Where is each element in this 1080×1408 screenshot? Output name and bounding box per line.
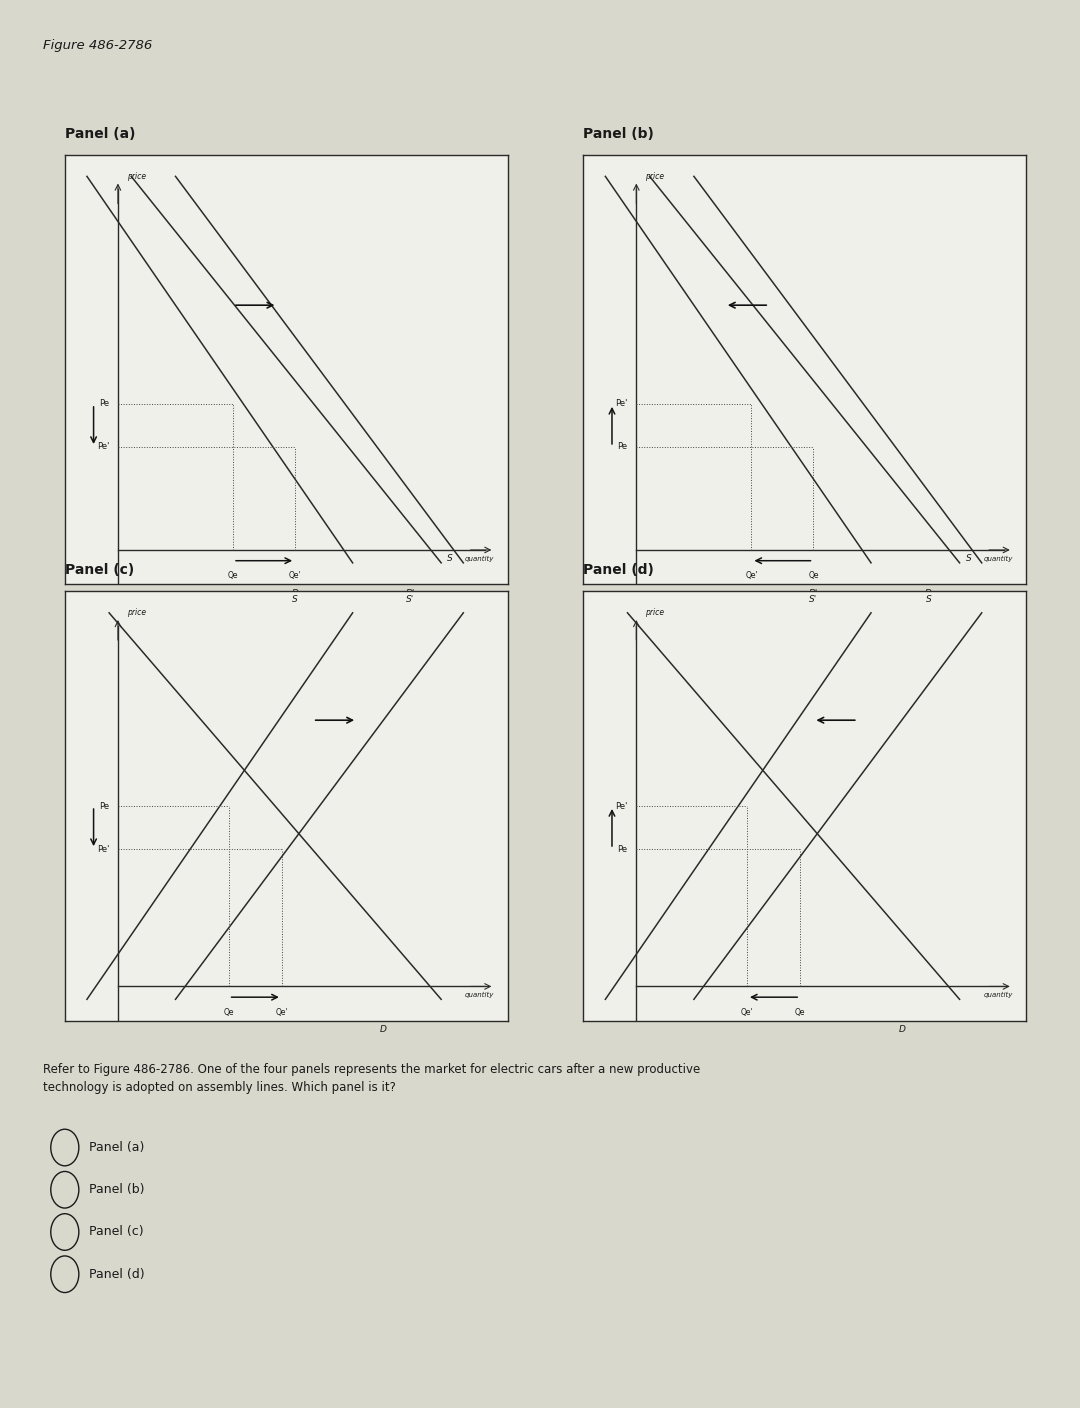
Text: Pe: Pe [99, 801, 109, 811]
Text: D: D [292, 589, 298, 597]
Text: D': D' [405, 589, 415, 597]
Text: S: S [293, 596, 298, 604]
Text: D: D [380, 1025, 387, 1033]
Text: Pe': Pe' [97, 845, 109, 853]
Text: Panel (a): Panel (a) [89, 1140, 144, 1155]
Text: Panel (d): Panel (d) [89, 1267, 145, 1281]
Text: Panel (c): Panel (c) [89, 1225, 144, 1239]
Text: Pe': Pe' [616, 400, 627, 408]
Text: quantity: quantity [984, 993, 1013, 998]
Text: D: D [899, 1025, 905, 1033]
Text: Panel (b): Panel (b) [583, 127, 654, 141]
Text: S: S [966, 553, 971, 563]
Text: Qe': Qe' [741, 1008, 754, 1017]
Text: Pe': Pe' [616, 801, 627, 811]
Text: D': D' [809, 589, 819, 597]
Text: quantity: quantity [465, 993, 495, 998]
Text: Pe: Pe [618, 442, 627, 452]
Text: price: price [126, 172, 146, 180]
Text: Qe': Qe' [275, 1008, 288, 1017]
Text: Qe: Qe [224, 1008, 234, 1017]
Text: Panel (c): Panel (c) [65, 563, 134, 577]
Text: Qe: Qe [808, 572, 819, 580]
Text: Qe': Qe' [745, 572, 758, 580]
Text: S': S' [809, 596, 818, 604]
Text: Figure 486-2786: Figure 486-2786 [43, 39, 152, 52]
Text: Panel (a): Panel (a) [65, 127, 135, 141]
Text: quantity: quantity [465, 556, 495, 562]
Text: S: S [926, 596, 931, 604]
Text: D: D [926, 589, 932, 597]
Text: Panel (d): Panel (d) [583, 563, 654, 577]
Text: Qe: Qe [228, 572, 239, 580]
Text: quantity: quantity [984, 556, 1013, 562]
Text: price: price [126, 608, 146, 617]
Text: S: S [447, 553, 453, 563]
Text: S': S' [406, 596, 415, 604]
Text: Pe': Pe' [97, 442, 109, 452]
Text: price: price [645, 172, 664, 180]
Text: Pe: Pe [99, 400, 109, 408]
Text: Qe': Qe' [288, 572, 301, 580]
Text: Pe: Pe [618, 845, 627, 853]
Text: Panel (b): Panel (b) [89, 1183, 144, 1197]
Text: Qe: Qe [795, 1008, 806, 1017]
Text: Refer to Figure 486-2786. One of the four panels represents the market for elect: Refer to Figure 486-2786. One of the fou… [43, 1063, 701, 1094]
Text: price: price [645, 608, 664, 617]
